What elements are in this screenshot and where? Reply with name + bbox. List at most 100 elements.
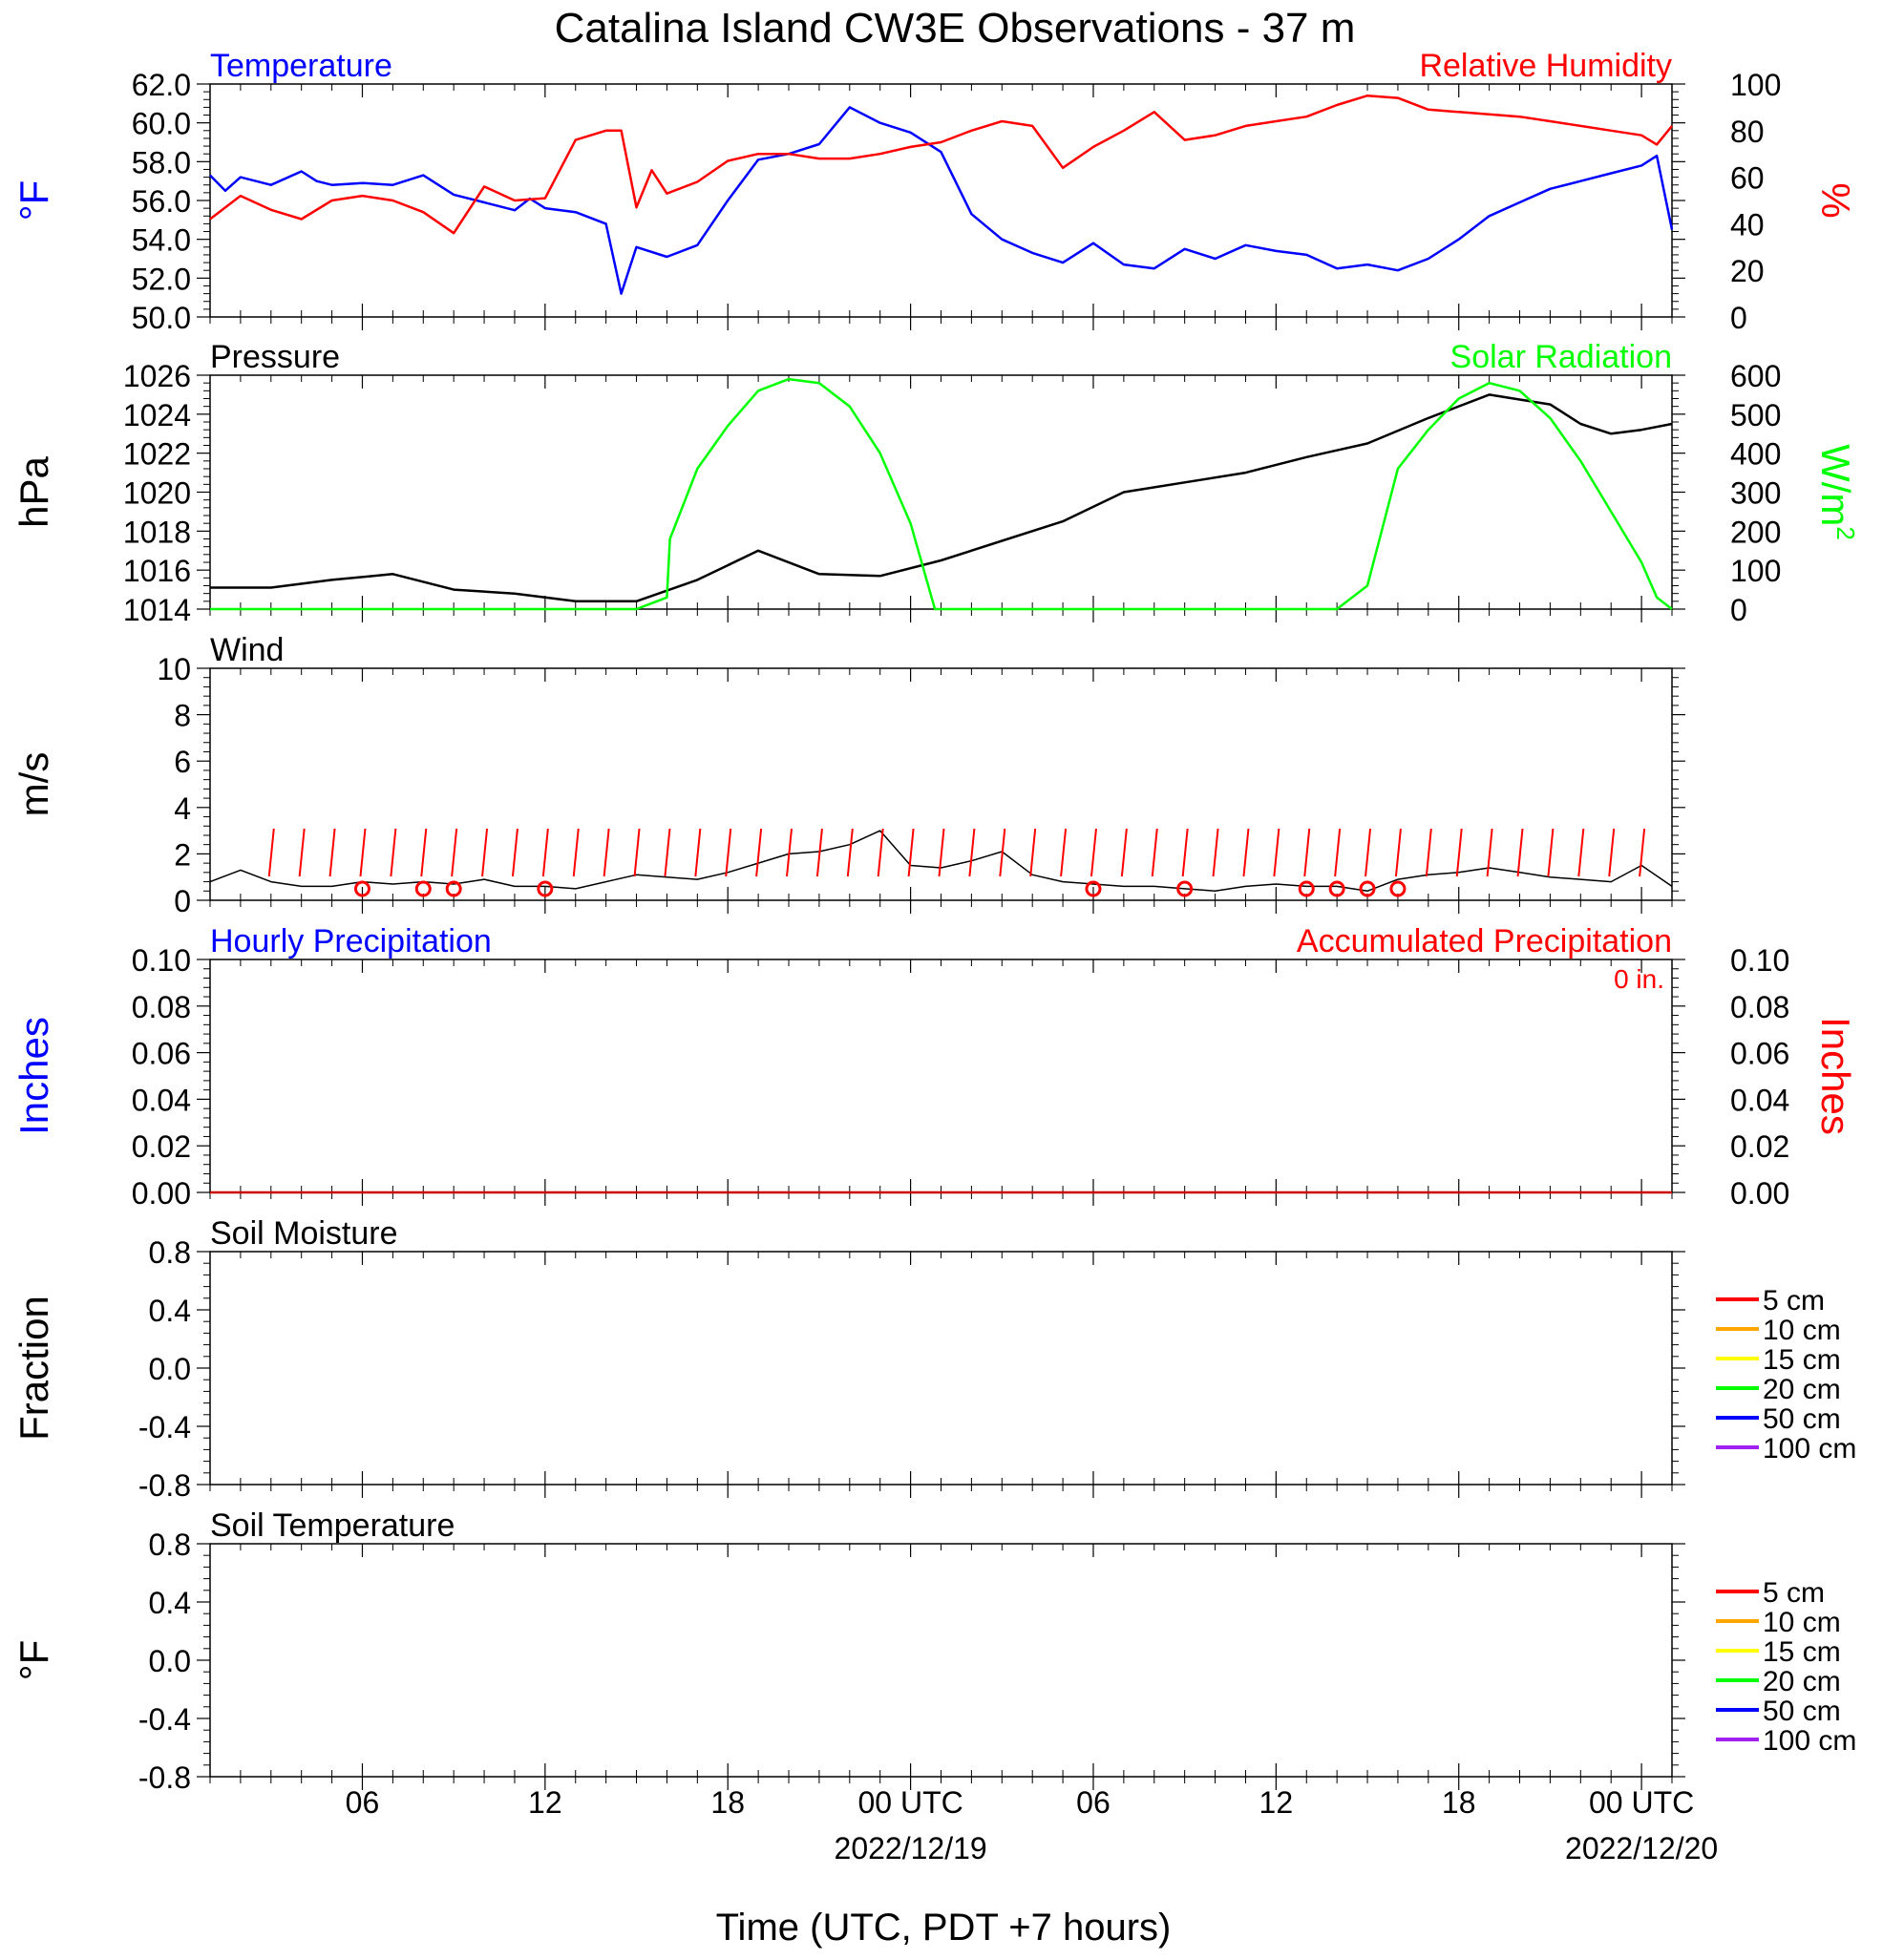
time-axis: 06 12 18 00 UTC 06 12 18 00 UTC 2022/12/19 2022/1…	[346, 1785, 1718, 1865]
calm-wind-marker	[1298, 880, 1315, 897]
wind-barb	[1577, 828, 1585, 877]
legend-label: 5 cm	[1763, 1577, 1825, 1609]
x-tick-label: 18	[1442, 1785, 1476, 1820]
calm-wind-marker	[353, 880, 370, 897]
wind-barb	[664, 828, 671, 877]
y2-tick-label: 200	[1730, 515, 1781, 549]
panel-right-title: Relative Humidity	[1419, 48, 1672, 84]
calm-wind-marker	[1328, 880, 1345, 897]
x-date-label: 2022/12/19	[835, 1831, 987, 1865]
wind-barb	[481, 828, 489, 877]
accumulated-total-label: 0 in.	[1614, 964, 1664, 994]
y-tick-label: -0.4	[138, 1702, 191, 1737]
wind-barb	[968, 828, 976, 877]
y-tick-label: 56.0	[132, 184, 191, 219]
wind-barb	[1425, 828, 1432, 877]
x-tick-label: 06	[346, 1785, 380, 1820]
panel-temperature_humidity: 62.0 60.0 58.0 56.0 54.0 52.0 50.0 100 80 60 40 20 0…	[11, 48, 1858, 335]
y2-tick-label: 40	[1730, 207, 1765, 242]
wind-barb	[1151, 828, 1158, 877]
wind-barb	[1547, 828, 1555, 877]
panel-soil_moisture: 0.8 0.4 0.0 -0.4 -0.8 Soil Moisture Fraction 5 …	[11, 1215, 1856, 1503]
panel-frame	[209, 83, 1673, 318]
panel-frame	[209, 374, 1673, 610]
wind-barb	[1303, 828, 1311, 877]
y-tick-label: 0.08	[132, 990, 191, 1024]
wind-barb	[786, 828, 793, 877]
series-line	[210, 393, 1673, 603]
series-line	[209, 94, 1673, 235]
y-tick-label: 1026	[123, 359, 191, 393]
legend-label: 50 cm	[1763, 1696, 1841, 1727]
legend-label: 50 cm	[1763, 1403, 1841, 1435]
y-tick-label: 0.8	[149, 1235, 191, 1270]
panel-frame	[209, 1251, 1673, 1486]
y-tick-label: 58.0	[132, 145, 191, 179]
y2-tick-label: 0.08	[1730, 990, 1789, 1024]
wind-barb	[1090, 828, 1097, 877]
wind-barb	[541, 828, 549, 877]
panel-precipitation: 0.10 0.08 0.06 0.04 0.02 0.00 0.10 0.08 0.06 0.04…	[11, 923, 1858, 1211]
calm-wind-marker	[1176, 880, 1194, 897]
wind-barb	[1334, 828, 1342, 877]
y-tick-label: 0.00	[132, 1176, 191, 1211]
wind-barb	[1486, 828, 1493, 877]
y-tick-label: 0	[174, 884, 191, 918]
wind-barb	[846, 828, 854, 877]
wind-barb	[1516, 828, 1524, 877]
y2-tick-label: 300	[1730, 476, 1781, 511]
y2-tick-label: 600	[1730, 359, 1781, 393]
x-axis-title: Time (UTC, PDT +7 hours)	[716, 1907, 1172, 1949]
y2-tick-label: 20	[1730, 254, 1765, 288]
series-line	[210, 377, 1673, 611]
calm-wind-marker	[537, 880, 554, 897]
y2-tick-label: 0.02	[1730, 1129, 1789, 1164]
y-tick-label: 0.10	[132, 943, 191, 978]
y-axis-label: °F	[11, 1640, 56, 1680]
wind-barb	[572, 828, 580, 877]
y-tick-label: 1016	[123, 554, 191, 588]
wind-barb	[999, 828, 1006, 877]
panel-wind: 10 8 6 4 2 0 Wind m/s	[11, 632, 1685, 918]
calm-wind-marker	[445, 880, 462, 897]
wind-barb	[907, 828, 915, 877]
panel-pressure_solar: 1026 1024 1022 1020 1018 1016 1014 600 500 400 300…	[11, 339, 1860, 627]
legend-label: 5 cm	[1763, 1285, 1825, 1317]
legend-label: 15 cm	[1763, 1636, 1841, 1668]
wind-barb	[451, 828, 458, 877]
wind-barb	[877, 828, 884, 877]
legend-label: 15 cm	[1763, 1344, 1841, 1376]
panel-left-title: Temperature	[210, 48, 392, 84]
wind-barb	[298, 828, 306, 877]
y-tick-label: 54.0	[132, 223, 191, 258]
panel-right-title: Solar Radiation	[1450, 339, 1672, 375]
wind-barb	[1639, 828, 1646, 877]
x-tick-label: 18	[710, 1785, 745, 1820]
wind-barb	[390, 828, 397, 877]
y-tick-label: 4	[174, 791, 191, 826]
panels: 62.060.058.056.054.052.050.0100806040200…	[11, 48, 1860, 1795]
y-tick-label: 1020	[123, 476, 191, 511]
wind-barb	[328, 828, 336, 877]
y2-axis-label: W/m2	[1813, 444, 1860, 540]
legend-label: 10 cm	[1763, 1607, 1841, 1638]
x-tick-label: 06	[1076, 1785, 1111, 1820]
calm-wind-marker	[1389, 880, 1407, 897]
calm-wind-marker	[1085, 880, 1102, 897]
wind-barb	[1212, 828, 1219, 877]
wind-barb	[267, 828, 275, 877]
wind-barb	[603, 828, 610, 877]
wind-barb	[359, 828, 367, 877]
panel-right-title: Accumulated Precipitation	[1297, 923, 1672, 959]
panel-left-title: Hourly Precipitation	[210, 923, 492, 959]
wind-barb	[1181, 828, 1189, 877]
legend-label: 10 cm	[1763, 1315, 1841, 1346]
y-tick-label: 1018	[123, 515, 191, 549]
y2-tick-label: 400	[1730, 437, 1781, 472]
y2-tick-label: 0.10	[1730, 943, 1789, 978]
y-tick-label: 0.0	[149, 1352, 191, 1386]
y-axis-label: m/s	[11, 752, 56, 817]
y-tick-label: 0.04	[132, 1083, 191, 1117]
wind-barb	[1608, 828, 1616, 877]
